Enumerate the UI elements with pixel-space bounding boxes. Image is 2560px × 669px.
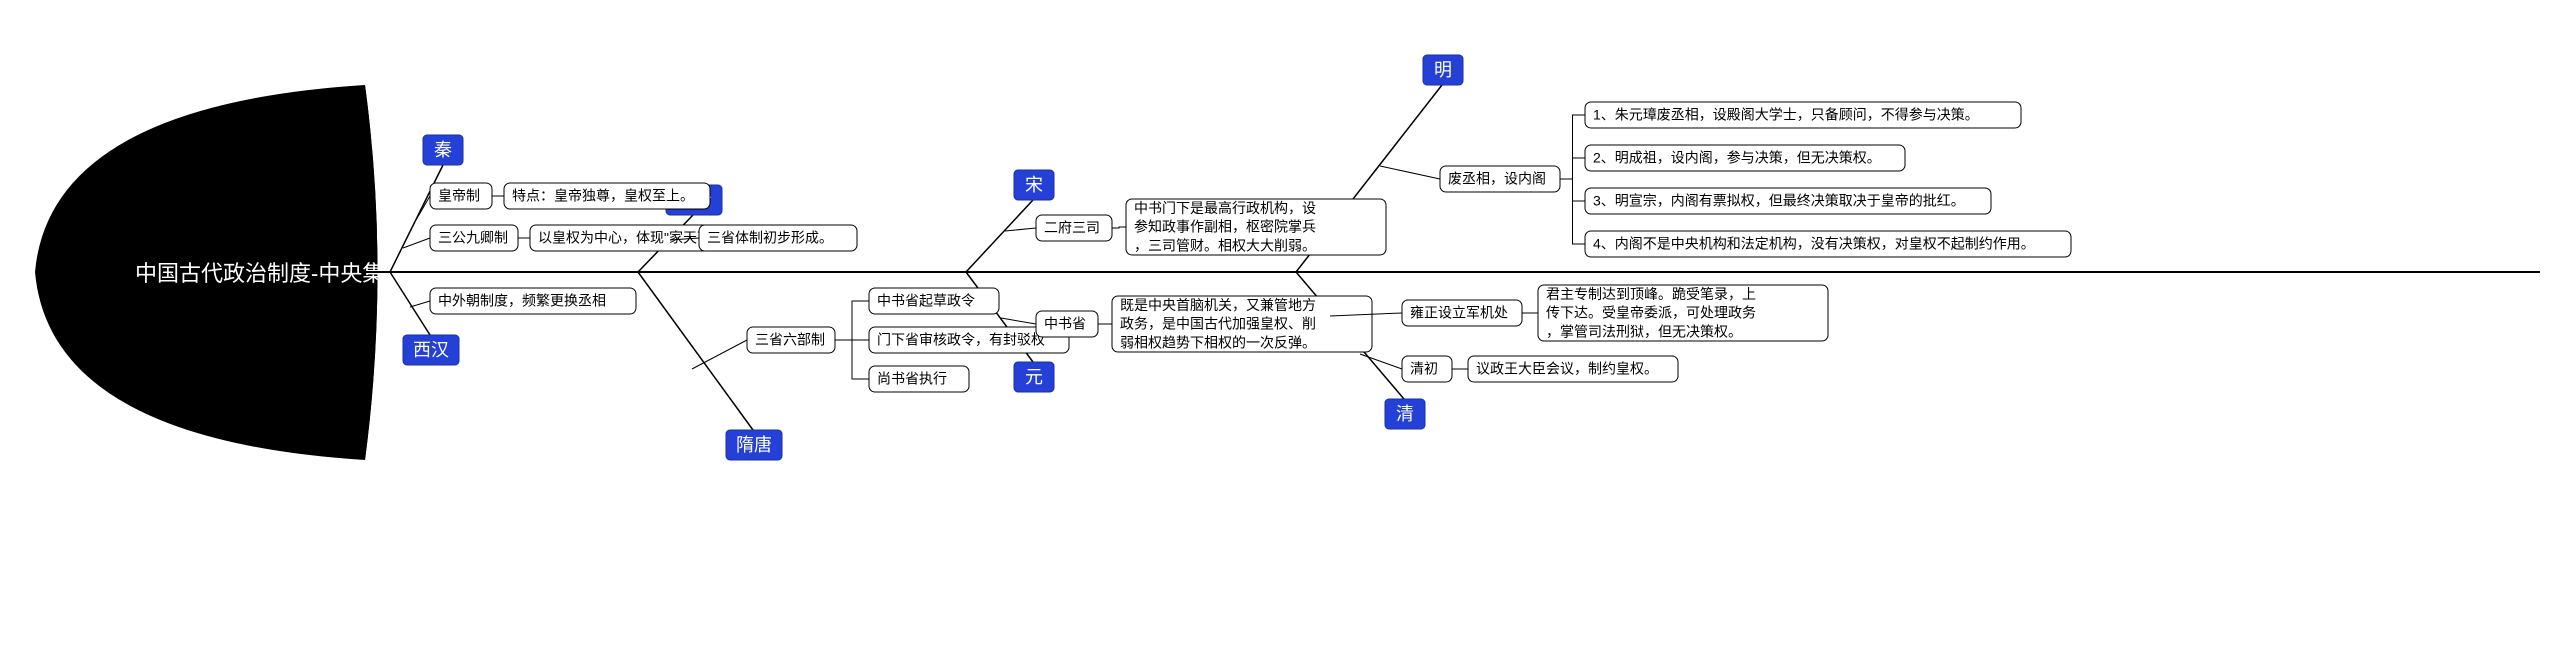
svg-text:西汉: 西汉 — [413, 340, 449, 360]
svg-text:特点：皇帝独尊，皇权至上。: 特点：皇帝独尊，皇权至上。 — [512, 188, 694, 204]
svg-text:二府三司: 二府三司 — [1044, 220, 1100, 236]
svg-text:既是中央首脑机关，又兼管地方: 既是中央首脑机关，又兼管地方 — [1120, 297, 1316, 313]
bone-suitang — [638, 272, 753, 430]
conn-sangongjiuqing — [403, 238, 430, 248]
svg-text:议政王大臣会议，制约皇权。: 议政王大臣会议，制约皇权。 — [1476, 361, 1658, 377]
svg-text:弱相权趋势下相权的一次反弹。: 弱相权趋势下相权的一次反弹。 — [1120, 334, 1316, 350]
svg-text:，掌管司法刑狱，但无决策权。: ，掌管司法刑狱，但无决策权。 — [1546, 323, 1742, 339]
svg-text:参知政事作副相，枢密院掌兵: 参知政事作副相，枢密院掌兵 — [1134, 219, 1316, 235]
conn-feichengxiang — [1380, 166, 1440, 179]
conn-zhongwaichao — [410, 301, 430, 307]
svg-text:元: 元 — [1025, 367, 1043, 387]
conn-zhongshumx — [1112, 227, 1126, 228]
svg-text:，三司管财。相权大大削弱。: ，三司管财。相权大大削弱。 — [1134, 237, 1316, 253]
conn-erfusansi — [1005, 228, 1036, 231]
bone-song — [966, 200, 1033, 272]
svg-text:传下达。受皇帝委派，可处理政务: 传下达。受皇帝委派，可处理政务 — [1546, 305, 1756, 321]
conn-yuan-zss — [1001, 318, 1036, 324]
svg-text:废丞相，设内阁: 废丞相，设内阁 — [1448, 171, 1546, 187]
conn-zhongshu — [835, 301, 869, 340]
svg-text:三公九卿制: 三公九卿制 — [438, 230, 508, 246]
conn-qingchu — [1360, 354, 1402, 369]
conn-shangshu — [835, 340, 869, 379]
svg-text:门下省审核政令，有封驳权: 门下省审核政令，有封驳权 — [877, 332, 1045, 348]
conn-sansheng-liubu — [692, 340, 747, 369]
svg-text:尚书省执行: 尚书省执行 — [877, 371, 947, 387]
svg-text:中外朝制度，频繁更换丞相: 中外朝制度，频繁更换丞相 — [438, 293, 606, 309]
svg-text:宋: 宋 — [1025, 175, 1043, 195]
svg-text:中书门下是最高行政机构，设: 中书门下是最高行政机构，设 — [1134, 200, 1316, 216]
svg-text:隋唐: 隋唐 — [736, 435, 772, 455]
svg-text:明: 明 — [1434, 60, 1452, 80]
svg-text:三省六部制: 三省六部制 — [755, 332, 825, 348]
svg-text:1、朱元璋废丞相，设殿阁大学士，只备顾问，不得参与决策。: 1、朱元璋废丞相，设殿阁大学士，只备顾问，不得参与决策。 — [1593, 107, 1979, 123]
svg-text:三省体制初步形成。: 三省体制初步形成。 — [707, 230, 833, 246]
conn-ming4 — [1560, 179, 1585, 244]
conn-ming2 — [1560, 158, 1585, 179]
conn-huangdizhi — [416, 196, 430, 220]
svg-text:君主专制达到顶峰。跪受笔录，上: 君主专制达到顶峰。跪受笔录，上 — [1546, 286, 1756, 302]
svg-text:3、明宣宗，内阁有票拟权，但最终决策取决于皇帝的批红。: 3、明宣宗，内阁有票拟权，但最终决策取决于皇帝的批红。 — [1593, 193, 1965, 209]
svg-text:秦: 秦 — [434, 140, 452, 160]
svg-text:2、明成祖，设内阁，参与决策，但无决策权。: 2、明成祖，设内阁，参与决策，但无决策权。 — [1593, 150, 1881, 166]
svg-text:中书省起草政令: 中书省起草政令 — [877, 293, 975, 309]
svg-text:政务，是中国古代加强皇权、削: 政务，是中国古代加强皇权、削 — [1120, 316, 1316, 332]
svg-text:清: 清 — [1396, 404, 1414, 424]
svg-text:雍正设立军机处: 雍正设立军机处 — [1410, 305, 1508, 321]
svg-text:清初: 清初 — [1410, 361, 1438, 377]
svg-text:皇帝制: 皇帝制 — [438, 188, 480, 204]
svg-text:中书省: 中书省 — [1044, 316, 1086, 332]
head-title: 中国古代政治制度-中央集权制度 — [135, 261, 450, 286]
svg-text:4、内阁不是中央机构和法定机构，没有决策权，对皇权不起制约作: 4、内阁不是中央机构和法定机构，没有决策权，对皇权不起制约作用。 — [1593, 236, 2035, 252]
fishbone-diagram: 中国古代政治制度-中央集权制度秦西汉魏晋隋唐宋元明清皇帝制特点：皇帝独尊，皇权至… — [0, 0, 2560, 669]
